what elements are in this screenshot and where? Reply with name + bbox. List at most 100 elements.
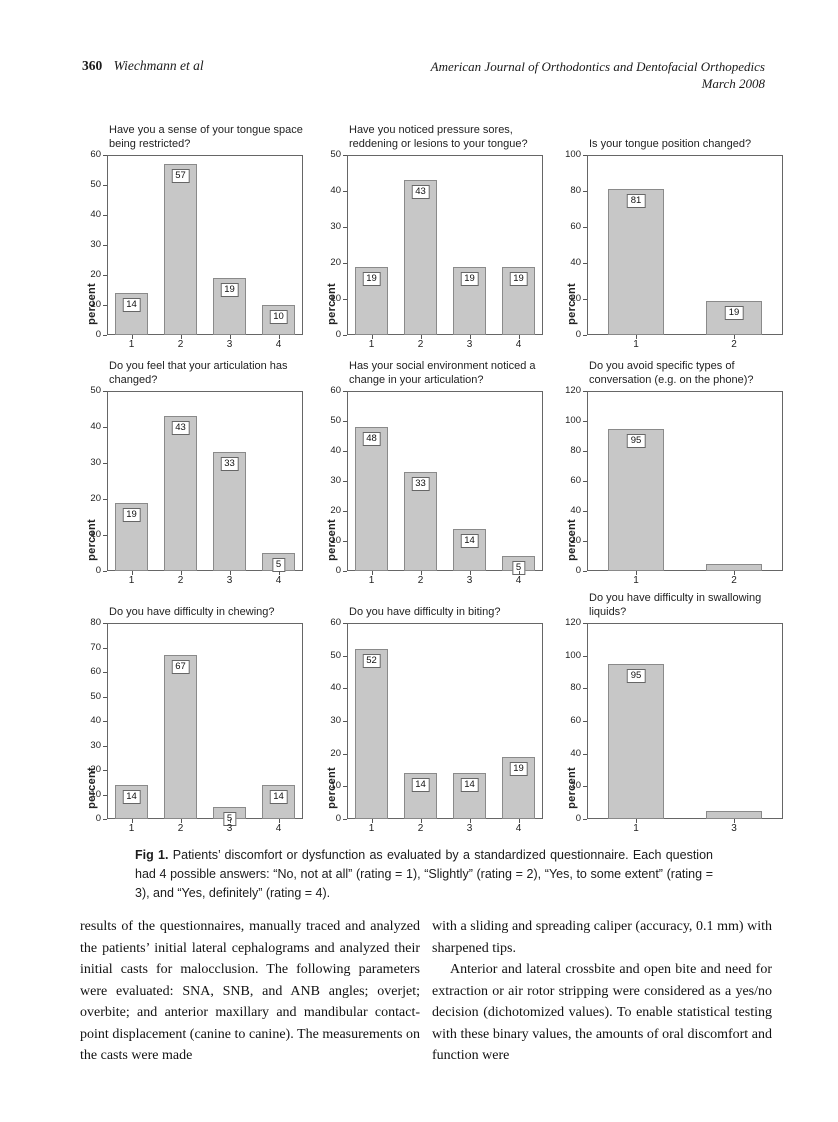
- y-tick-mark: [343, 391, 347, 392]
- x-tick-mark: [518, 819, 520, 823]
- x-tick-label: 2: [177, 575, 184, 586]
- x-tick-mark: [229, 335, 231, 339]
- x-tick-mark: [180, 819, 182, 823]
- y-tick-mark: [103, 721, 107, 722]
- bar-value-label: 81: [626, 194, 646, 209]
- y-tick-mark: [343, 655, 347, 657]
- y-tick-mark: [583, 263, 587, 264]
- chart-title: Do you have difficulty in biting?: [349, 605, 501, 618]
- x-tick-label: 4: [515, 823, 522, 834]
- chart-title: Do you have difficulty in swallowing liq…: [589, 592, 762, 618]
- bar: [212, 452, 247, 571]
- x-tick-label: 1: [368, 339, 375, 350]
- bar-value-label: 33: [411, 477, 430, 491]
- y-tick-mark: [583, 571, 587, 572]
- x-tick-mark: [469, 819, 471, 823]
- x-tick-mark: [420, 335, 422, 339]
- x-tick-label: 4: [275, 339, 282, 350]
- y-tick-label: 10: [90, 788, 101, 800]
- x-tick-label: 3: [466, 823, 473, 834]
- y-tick-mark: [583, 541, 587, 542]
- y-tick-label: 40: [90, 209, 101, 220]
- y-tick-mark: [583, 421, 587, 422]
- y-tick-mark: [583, 511, 587, 512]
- y-tick-label: 50: [330, 149, 341, 160]
- x-tick-label: 1: [368, 823, 375, 834]
- figure-grid: Have you a sense of your tongue space be…: [85, 122, 790, 840]
- y-tick-mark: [343, 299, 347, 300]
- bar: [607, 189, 665, 335]
- y-tick-label: 30: [90, 239, 101, 250]
- y-tick-label: 30: [90, 457, 101, 468]
- y-tick-mark: [343, 155, 347, 156]
- y-tick-mark: [583, 623, 587, 624]
- y-tick-label: 80: [570, 445, 581, 456]
- bar-value-label: 67: [171, 659, 190, 674]
- y-tick-label: 0: [335, 813, 341, 824]
- y-tick-label: 80: [90, 617, 101, 628]
- y-tick-label: 20: [90, 493, 101, 504]
- y-tick-mark: [343, 481, 347, 482]
- x-tick-label: 3: [466, 575, 473, 586]
- y-tick-label: 0: [95, 565, 101, 576]
- y-tick-mark: [583, 688, 587, 690]
- x-tick-label: 1: [633, 575, 639, 586]
- running-head-left: 360 Wiechmann et al: [82, 58, 204, 74]
- bar-value-label: 19: [460, 271, 479, 286]
- y-tick-label: 20: [90, 764, 101, 775]
- y-tick-mark: [583, 391, 587, 392]
- bar: [705, 563, 763, 571]
- y-tick-mark: [343, 688, 347, 690]
- y-tick-mark: [103, 571, 107, 572]
- y-tick-label: 30: [330, 475, 341, 486]
- x-tick-mark: [636, 819, 637, 823]
- bar-value-label: 43: [171, 421, 190, 436]
- chart-title: Have you noticed pressure sores, reddeni…: [349, 124, 528, 150]
- y-tick-mark: [103, 155, 107, 156]
- x-tick-mark: [278, 571, 280, 575]
- y-tick-mark: [343, 191, 347, 192]
- y-tick-mark: [583, 786, 587, 788]
- bar-value-label: 43: [411, 185, 430, 200]
- chart-panel-2: Have you noticed pressure sores, reddeni…: [325, 122, 550, 355]
- y-tick-label: 80: [570, 185, 581, 196]
- y-tick-mark: [583, 721, 587, 722]
- x-tick-mark: [278, 819, 280, 823]
- x-tick-mark: [371, 571, 373, 575]
- x-tick-mark: [180, 335, 182, 339]
- y-tick-label: 50: [330, 415, 341, 426]
- chart-panel-3: Is your tongue position changed? 0 20 40 60 8…: [565, 122, 790, 355]
- bar-value-label: 14: [460, 534, 479, 548]
- x-tick-label: 4: [275, 575, 282, 586]
- x-tick-label: 2: [417, 823, 424, 834]
- y-tick-mark: [103, 672, 107, 673]
- x-tick-label: 3: [731, 823, 737, 834]
- paragraph: Anterior and lateral crossbite and open …: [432, 962, 772, 1063]
- y-tick-label: 0: [575, 813, 581, 824]
- y-tick-label: 20: [330, 747, 341, 759]
- x-tick-mark: [371, 335, 373, 339]
- x-tick-label: 2: [417, 575, 424, 586]
- bar-value-label: 14: [411, 778, 430, 793]
- bar: [705, 810, 763, 819]
- y-tick-label: 10: [90, 529, 101, 540]
- y-tick-mark: [583, 155, 587, 156]
- y-tick-label: 20: [330, 505, 341, 516]
- bar-value-label: 19: [509, 271, 528, 286]
- paragraph: results of the questionnaires, manually …: [80, 919, 420, 1063]
- y-tick-label: 60: [90, 149, 101, 160]
- y-axis-label: percent: [566, 767, 578, 809]
- y-tick-mark: [343, 451, 347, 452]
- y-tick-label: 0: [95, 813, 101, 824]
- bar-value-label: 14: [122, 789, 141, 804]
- bar-value-label: 19: [362, 271, 381, 286]
- x-tick-mark: [420, 571, 422, 575]
- y-tick-label: 0: [335, 329, 341, 340]
- x-tick-label: 3: [466, 339, 473, 350]
- x-tick-label: 2: [417, 339, 424, 350]
- bar-value-label: 14: [122, 298, 141, 312]
- paragraph: with a sliding and spreading caliper (ac…: [432, 919, 772, 956]
- y-tick-mark: [103, 335, 107, 336]
- y-tick-mark: [103, 535, 107, 536]
- x-tick-label: 2: [177, 823, 184, 834]
